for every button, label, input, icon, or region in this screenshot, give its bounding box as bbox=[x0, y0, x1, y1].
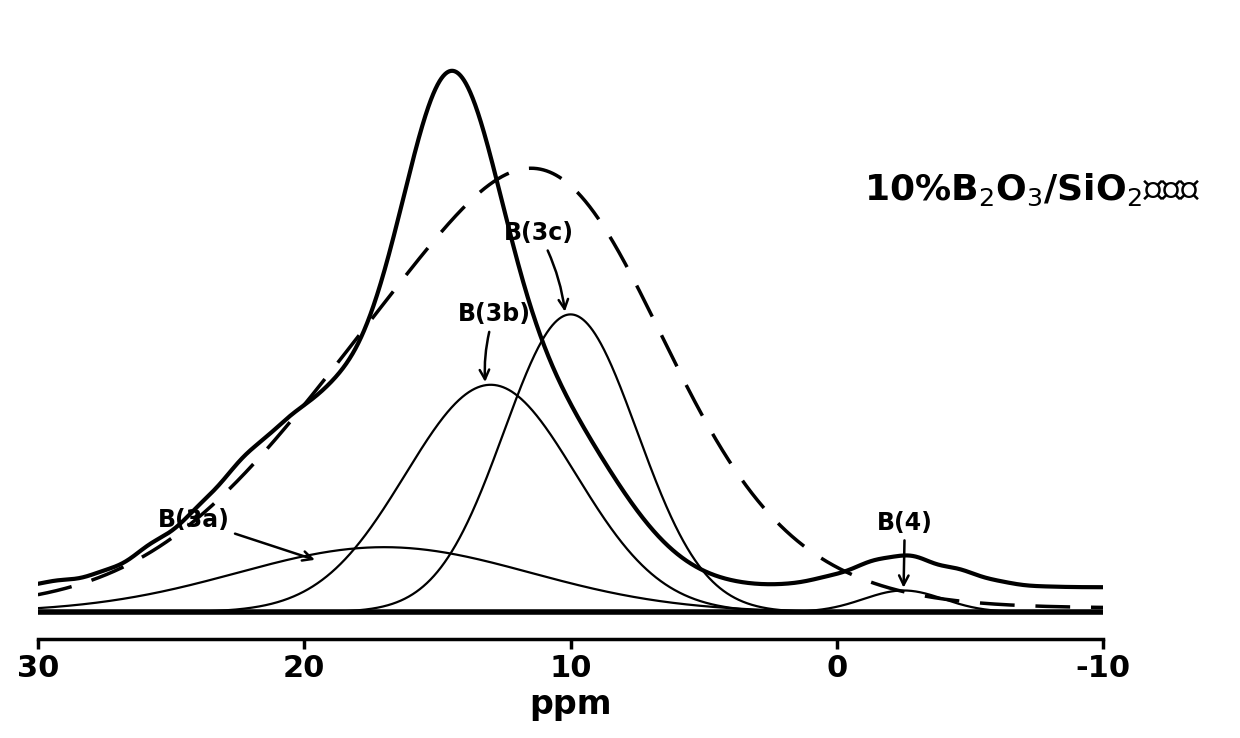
Text: B(4): B(4) bbox=[877, 511, 932, 585]
Text: B(3b): B(3b) bbox=[458, 303, 531, 379]
Text: B(3c): B(3c) bbox=[503, 221, 574, 309]
Text: B(3a): B(3a) bbox=[157, 508, 312, 561]
Text: 10%B$_2$O$_3$/SiO$_2$反应后: 10%B$_2$O$_3$/SiO$_2$反应后 bbox=[863, 172, 1200, 208]
X-axis label: ppm: ppm bbox=[529, 689, 611, 721]
